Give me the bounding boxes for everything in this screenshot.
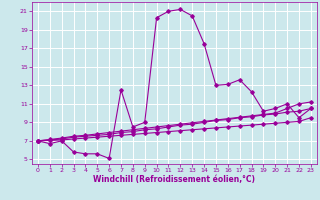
X-axis label: Windchill (Refroidissement éolien,°C): Windchill (Refroidissement éolien,°C) (93, 175, 255, 184)
